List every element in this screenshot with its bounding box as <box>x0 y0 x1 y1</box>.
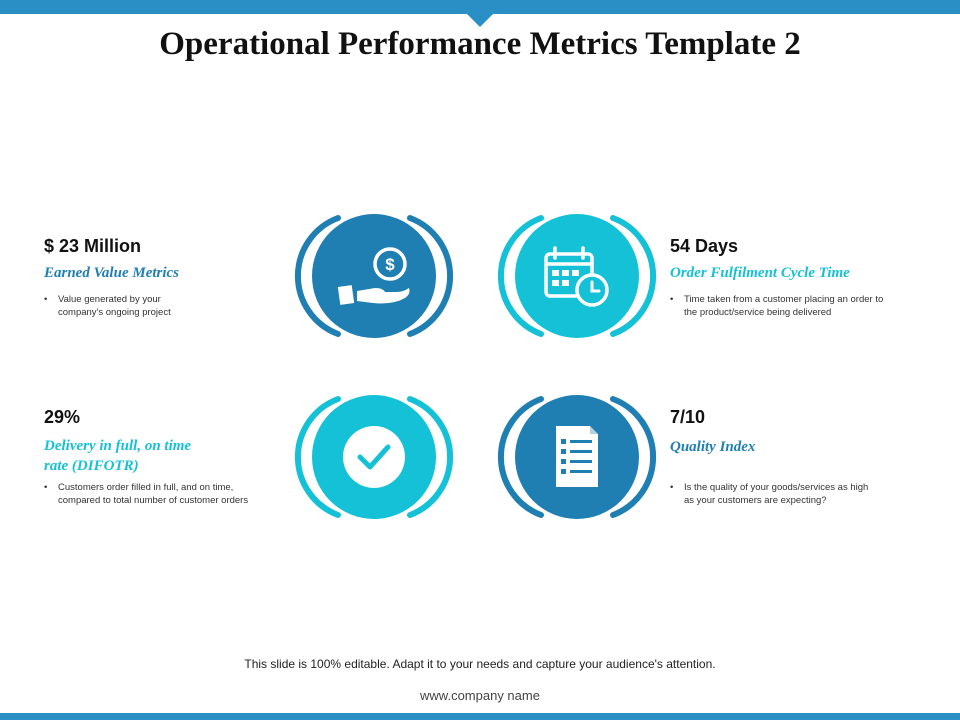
svg-text:$: $ <box>385 255 395 274</box>
slide-title: Operational Performance Metrics Template… <box>159 26 801 62</box>
bottom-accent-bar <box>0 713 960 720</box>
icon-circle <box>312 214 436 338</box>
footer-note: This slide is 100% editable. Adapt it to… <box>244 657 716 671</box>
ring-arc-left <box>497 396 544 518</box>
calendar-clock-icon <box>544 246 609 307</box>
description-line: company's ongoing project <box>58 307 171 318</box>
description-line: compared to total number of customer ord… <box>58 495 249 506</box>
metric-description-quality: • Is the quality of your goods/services … <box>670 481 944 507</box>
top-notch <box>466 13 494 27</box>
metric-description-difotr: • Customers order filled in full, and on… <box>44 481 308 507</box>
description-line: Customers order filled in full, and on t… <box>58 482 234 493</box>
metric-value-cycle-time: 54 Days <box>670 236 739 256</box>
description-line: as your customers are expecting? <box>684 495 827 506</box>
metric-name-difotr: Delivery in full, on time rate (DIFOTR) <box>44 436 191 476</box>
checkmark-icon <box>343 426 405 488</box>
description-line: Time taken from a customer placing an or… <box>684 294 884 305</box>
metric-value-quality: 7/10 <box>670 407 706 427</box>
ring-arc-right <box>407 215 454 337</box>
description-line: Value generated by your <box>58 294 161 305</box>
metric-description-earned: • Value generated by your company's ongo… <box>44 293 298 319</box>
difotr-icon-badge <box>294 395 454 519</box>
money-hand-icon: $ <box>337 247 410 305</box>
bullet: • <box>44 482 48 493</box>
top-accent-bar <box>0 0 960 14</box>
metric-value-earned: $ 23 Million <box>44 236 142 256</box>
ring-arc-left <box>294 215 341 337</box>
cycle-time-icon-badge <box>497 214 657 338</box>
metric-name-line: Delivery in full, on time <box>44 438 192 454</box>
ring-arc-right <box>610 215 657 337</box>
metric-name-earned: Earned Value Metrics <box>44 265 180 281</box>
metric-description-cycle-time: • Time taken from a customer placing an … <box>670 293 954 319</box>
footer-url: www.company name <box>420 688 540 703</box>
ring-arc-right <box>610 396 657 518</box>
bullet: • <box>670 294 674 305</box>
quality-index-icon-badge <box>497 395 657 519</box>
ring-arc-left <box>294 396 341 518</box>
ring-arc-right <box>407 396 454 518</box>
description-line: Is the quality of your goods/services as… <box>684 482 869 493</box>
metric-value-difotr: 29% <box>44 407 81 427</box>
description-line: the product/service being delivered <box>684 307 832 318</box>
metric-name-quality: Quality Index <box>670 439 756 455</box>
metric-name-line: rate (DIFOTR) <box>44 458 139 474</box>
checklist-document-icon <box>556 426 598 487</box>
earned-value-icon-badge: $ <box>294 214 454 338</box>
ring-arc-left <box>497 215 544 337</box>
metric-name-cycle-time: Order Fulfilment Cycle Time <box>670 265 850 281</box>
bullet: • <box>44 294 48 305</box>
bullet: • <box>670 482 674 493</box>
